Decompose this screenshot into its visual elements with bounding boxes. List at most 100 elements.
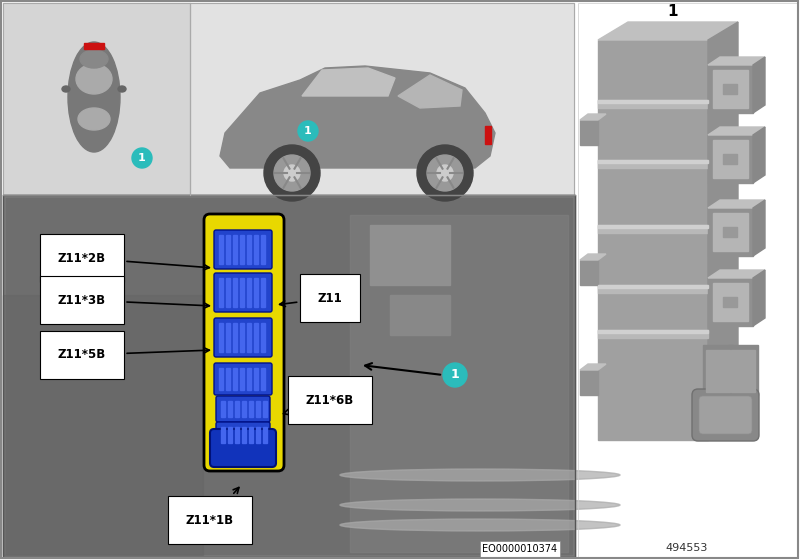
Bar: [261, 368, 265, 390]
Bar: [3, 195, 575, 557]
Circle shape: [284, 165, 300, 181]
FancyBboxPatch shape: [699, 396, 752, 434]
Polygon shape: [302, 68, 395, 96]
Bar: [723, 84, 737, 94]
FancyBboxPatch shape: [204, 214, 284, 471]
Bar: [240, 235, 244, 264]
Bar: [240, 278, 244, 307]
Bar: [228, 401, 232, 417]
Bar: [728, 345, 758, 395]
Bar: [219, 278, 223, 307]
Bar: [598, 100, 708, 103]
Bar: [221, 427, 225, 443]
Bar: [598, 330, 708, 333]
Bar: [723, 154, 737, 164]
Polygon shape: [580, 254, 606, 260]
Bar: [221, 401, 225, 417]
Bar: [723, 297, 737, 307]
FancyBboxPatch shape: [692, 389, 759, 441]
Circle shape: [264, 145, 320, 201]
Bar: [6, 198, 572, 554]
Polygon shape: [708, 200, 765, 208]
Bar: [249, 401, 253, 417]
FancyBboxPatch shape: [216, 396, 270, 422]
Text: Z11*1B: Z11*1B: [186, 487, 239, 526]
Ellipse shape: [340, 469, 620, 481]
FancyBboxPatch shape: [214, 230, 272, 269]
Bar: [242, 427, 246, 443]
Ellipse shape: [78, 108, 110, 130]
Bar: [261, 235, 265, 264]
Ellipse shape: [68, 42, 120, 152]
Bar: [233, 235, 237, 264]
Bar: [263, 427, 267, 443]
Bar: [708, 208, 753, 256]
Polygon shape: [598, 22, 738, 40]
Bar: [261, 323, 265, 352]
Text: Z11*3B: Z11*3B: [58, 293, 210, 309]
Bar: [598, 285, 708, 293]
Bar: [3, 195, 575, 557]
Bar: [580, 370, 598, 395]
Bar: [228, 427, 232, 443]
Circle shape: [274, 155, 310, 191]
Text: Z11*6B: Z11*6B: [283, 394, 354, 415]
Text: Z11*2B: Z11*2B: [58, 251, 210, 270]
Bar: [235, 401, 239, 417]
Polygon shape: [708, 270, 765, 278]
Text: Z11: Z11: [280, 292, 342, 306]
Bar: [3, 3, 190, 195]
Bar: [190, 3, 574, 195]
Text: 1: 1: [138, 153, 146, 163]
Ellipse shape: [80, 50, 108, 68]
Bar: [598, 40, 708, 440]
Bar: [254, 278, 258, 307]
Bar: [580, 120, 598, 145]
Ellipse shape: [340, 499, 620, 511]
Bar: [708, 135, 753, 183]
Bar: [219, 368, 223, 390]
Polygon shape: [580, 364, 606, 370]
Polygon shape: [753, 57, 765, 113]
Ellipse shape: [62, 86, 70, 92]
FancyBboxPatch shape: [214, 318, 272, 357]
Polygon shape: [708, 22, 738, 440]
Bar: [226, 368, 230, 390]
Bar: [233, 368, 237, 390]
Bar: [261, 278, 265, 307]
Bar: [242, 401, 246, 417]
Circle shape: [132, 148, 152, 168]
Bar: [598, 160, 708, 168]
Bar: [254, 323, 258, 352]
Polygon shape: [753, 200, 765, 256]
Bar: [713, 213, 748, 251]
Circle shape: [417, 145, 473, 201]
Bar: [219, 235, 223, 264]
Bar: [713, 70, 748, 108]
Bar: [703, 345, 733, 395]
Bar: [226, 235, 230, 264]
Bar: [240, 368, 244, 390]
Bar: [233, 278, 237, 307]
Bar: [731, 350, 755, 392]
Bar: [580, 260, 598, 285]
Bar: [3, 295, 203, 555]
Ellipse shape: [76, 64, 112, 94]
Bar: [233, 323, 237, 352]
Circle shape: [427, 155, 463, 191]
Bar: [3, 3, 190, 195]
Text: 494553: 494553: [666, 543, 708, 553]
Text: 1: 1: [668, 4, 678, 20]
Text: Z11*5B: Z11*5B: [58, 348, 210, 362]
Bar: [708, 278, 753, 326]
Bar: [713, 283, 748, 321]
Bar: [256, 427, 260, 443]
Bar: [713, 140, 748, 178]
Bar: [254, 368, 258, 390]
Circle shape: [298, 121, 318, 141]
Bar: [706, 350, 730, 392]
Bar: [350, 215, 568, 552]
Bar: [578, 3, 797, 557]
Bar: [247, 235, 251, 264]
Polygon shape: [580, 114, 606, 120]
